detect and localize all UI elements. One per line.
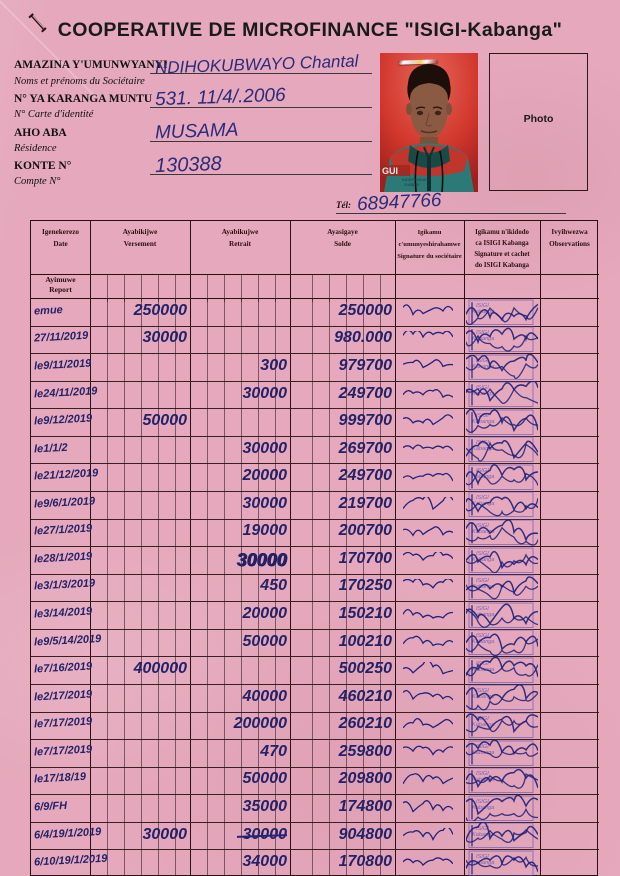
svg-text:Kabanga: Kabanga (472, 639, 494, 645)
svg-text:GUI: GUI (382, 166, 398, 176)
svg-text:Kabanga: Kabanga (472, 419, 494, 425)
svg-text:ISABIRE: ISABIRE (404, 182, 420, 187)
